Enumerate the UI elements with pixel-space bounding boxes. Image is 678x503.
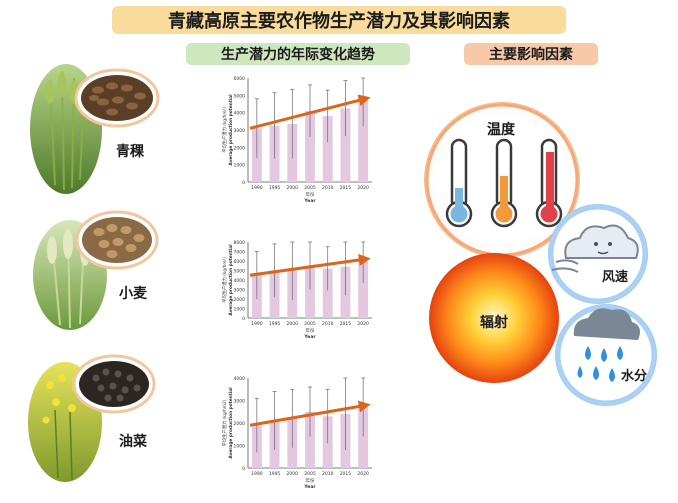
y-tick-label: 2000: [234, 421, 246, 427]
y-tick-label: 6000: [234, 76, 246, 82]
bar: [340, 108, 351, 182]
thermometer-hot-icon: [535, 138, 563, 228]
y-tick-label: 3000: [234, 288, 246, 294]
bar: [358, 100, 369, 182]
y-tick-label: 4000: [234, 376, 246, 382]
y-axis-label: 平均生产潜力 (kg/hm2): [221, 399, 228, 446]
y-tick-label: 4000: [234, 111, 246, 117]
bar: [305, 411, 315, 468]
rapeseed-chart: 0 1000 2000 3000 4000 1990 1995 2000 2005 2010 201…: [221, 376, 372, 490]
trend-arrow: [249, 400, 371, 427]
thermometer-warm-icon: [490, 138, 518, 228]
x-axis-label: 年份: [306, 191, 315, 198]
x-tick-label: 2015: [340, 321, 352, 327]
y-tick-label: 2000: [234, 297, 246, 303]
x-tick-label: 1990: [251, 185, 263, 191]
x-axis-label: 年份: [306, 477, 315, 484]
x-tick-label: 2005: [304, 321, 316, 327]
x-tick-label: 2000: [287, 471, 299, 477]
crop-label-rapeseed: 油菜: [119, 434, 147, 450]
barley-chart: 0 1000 2000 3000 4000 5000 6000 1990 1995 2000 200…: [221, 76, 372, 204]
x-tick-label: 2020: [357, 321, 369, 327]
y-tick-label: 7000: [234, 250, 246, 256]
x-tick-label: 1995: [269, 321, 281, 327]
y-tick-label: 3000: [234, 128, 246, 134]
wheat-seed-icon: [75, 210, 159, 270]
x-tick-label: 2020: [357, 471, 369, 477]
y-tick-label: 0: [242, 466, 245, 472]
barley-seed-icon: [74, 68, 160, 128]
y-tick-label: 3000: [234, 399, 246, 405]
y-axis-label-en: Average production potential: [228, 244, 234, 316]
trend-arrow: [249, 254, 371, 277]
y-axis-label-en: Average production potential: [228, 387, 234, 459]
y-tick-label: 5000: [234, 93, 246, 99]
factor-label-radiation: 辐射: [480, 315, 508, 331]
y-tick-label: 0: [242, 316, 245, 322]
x-axis-label: 年份: [306, 327, 315, 334]
x-tick-label: 2010: [322, 471, 334, 477]
x-tick-label: 1995: [269, 471, 281, 477]
trend-arrow: [249, 94, 371, 130]
factor-label-water: 水分: [621, 369, 648, 384]
x-tick-label: 1990: [251, 321, 263, 327]
y-tick-label: 8000: [234, 240, 246, 246]
thermometer-cold-icon: [445, 138, 473, 228]
x-tick-label: 2015: [340, 185, 352, 191]
y-tick-label: 1000: [234, 307, 246, 313]
bar: [322, 268, 333, 318]
x-tick-label: 2000: [287, 185, 299, 191]
x-axis-label-en: Year: [303, 484, 316, 490]
x-tick-label: 1990: [251, 471, 263, 477]
sun-icon: [429, 253, 559, 383]
trend-section-title: 生产潜力的年际变化趋势: [186, 43, 410, 65]
y-tick-label: 6000: [234, 259, 246, 265]
y-tick-label: 0: [242, 180, 245, 186]
y-tick-label: 2000: [234, 145, 246, 151]
x-axis-label-en: Year: [303, 198, 316, 204]
wind-cloud-icon: [551, 224, 639, 273]
bar: [322, 116, 333, 182]
x-tick-label: 2000: [287, 321, 299, 327]
rapeseed-seed-icon: [72, 354, 156, 414]
y-tick-label: 1000: [234, 444, 246, 450]
factor-label-wind: 风速: [602, 270, 629, 285]
x-tick-label: 2010: [322, 321, 334, 327]
factors-section-title: 主要影响因素: [464, 43, 598, 65]
x-tick-label: 2005: [304, 185, 316, 191]
wheat-chart: 0 1000 2000 3000 4000 5000 6000 7000 8000 1990 199…: [221, 240, 372, 340]
crop-label-wheat: 小麦: [119, 286, 147, 302]
y-tick-label: 4000: [234, 278, 246, 284]
y-axis-label: 平均生产潜力 (kg/hm²): [221, 257, 228, 303]
y-tick-label: 1000: [234, 163, 246, 169]
bar: [358, 407, 369, 468]
x-tick-label: 2010: [322, 185, 334, 191]
x-axis-label-en: Year: [303, 334, 316, 340]
y-tick-label: 5000: [234, 269, 246, 275]
x-tick-label: 2020: [357, 185, 369, 191]
x-tick-label: 2015: [340, 471, 352, 477]
bar: [305, 110, 315, 182]
y-axis-label: 平均生产潜力 (kg/hm²): [221, 107, 228, 153]
factor-label-temperature: 温度: [487, 122, 515, 138]
bar: [305, 265, 315, 318]
crop-label-barley: 青稞: [116, 144, 144, 160]
x-tick-label: 2005: [304, 471, 316, 477]
figure-title: 青藏高原主要农作物生产潜力及其影响因素: [112, 6, 566, 34]
bar: [358, 261, 369, 318]
rain-cloud-icon: [573, 308, 640, 382]
x-tick-label: 1995: [269, 185, 281, 191]
y-axis-label-en: Average production potential: [228, 94, 234, 166]
